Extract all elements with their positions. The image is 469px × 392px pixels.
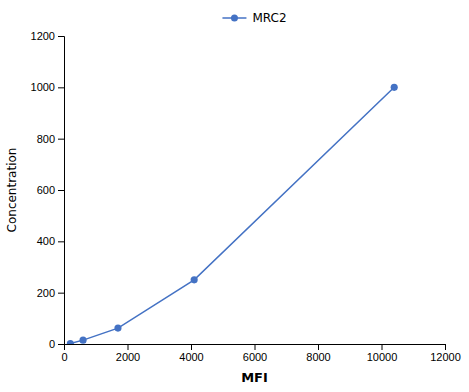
tick-label: 4000 <box>179 351 203 363</box>
tick: 600 <box>37 184 64 196</box>
y-axis: 0 200 400 600 800 1000 1200 <box>31 30 65 350</box>
tick-mark <box>191 344 192 350</box>
tick: 12000 <box>430 344 461 363</box>
tick: 1000 <box>31 81 64 93</box>
point <box>67 340 74 344</box>
tick-label: 400 <box>37 235 55 247</box>
tick-mark <box>58 241 64 242</box>
tick-mark <box>58 139 64 140</box>
y-axis-title: Concentration <box>5 148 19 233</box>
point <box>114 325 121 332</box>
tick-mark <box>58 344 64 345</box>
tick-mark <box>58 87 64 88</box>
tick-mark <box>318 344 319 350</box>
tick-mark <box>128 344 129 350</box>
tick: 1200 <box>31 30 64 42</box>
x-axis-title: MFI <box>241 370 268 385</box>
axis-line <box>65 345 446 351</box>
tick: 6000 <box>243 344 267 363</box>
tick-label: 2000 <box>116 351 140 363</box>
tick-label: 12000 <box>430 351 461 363</box>
tick-label: 10000 <box>367 351 398 363</box>
tick: 8000 <box>306 344 330 363</box>
legend: MRC2 <box>222 11 286 25</box>
tick-label: 200 <box>37 287 55 299</box>
legend-item: MRC2 <box>222 11 286 25</box>
tick: 2000 <box>116 344 140 363</box>
point <box>79 337 86 344</box>
tick-mark <box>255 344 256 350</box>
tick-mark <box>58 36 64 37</box>
tick: 0 <box>61 344 67 363</box>
tick: 0 <box>49 338 64 350</box>
tick: 10000 <box>367 344 398 363</box>
chart: 0 2000 4000 6000 8000 10000 12000 0 200 400 600 800… <box>0 0 469 392</box>
tick-mark <box>58 293 64 294</box>
legend-marker <box>231 15 238 22</box>
legend-label: MRC2 <box>252 11 286 25</box>
tick-mark <box>382 344 383 350</box>
line <box>70 87 394 343</box>
point <box>191 276 198 283</box>
tick-label: 0 <box>61 351 67 363</box>
plot: 0 2000 4000 6000 8000 10000 12000 0 200 400 600 800… <box>31 30 461 363</box>
tick-label: 8000 <box>306 351 330 363</box>
x-axis: 0 2000 4000 6000 8000 10000 12000 <box>61 344 460 363</box>
point <box>391 84 398 91</box>
tick-label: 0 <box>49 338 55 350</box>
tick: 400 <box>37 235 64 247</box>
axis-line <box>58 37 65 345</box>
tick-label: 1200 <box>31 30 55 42</box>
tick: 200 <box>37 287 64 299</box>
tick: 800 <box>37 133 64 145</box>
tick: 4000 <box>179 344 203 363</box>
tick-label: 600 <box>37 184 55 196</box>
tick-mark <box>445 344 446 350</box>
tick-mark <box>58 190 64 191</box>
tick-label: 6000 <box>243 351 267 363</box>
tick-label: 800 <box>37 133 55 145</box>
marks <box>67 84 398 344</box>
tick-label: 1000 <box>31 81 55 93</box>
